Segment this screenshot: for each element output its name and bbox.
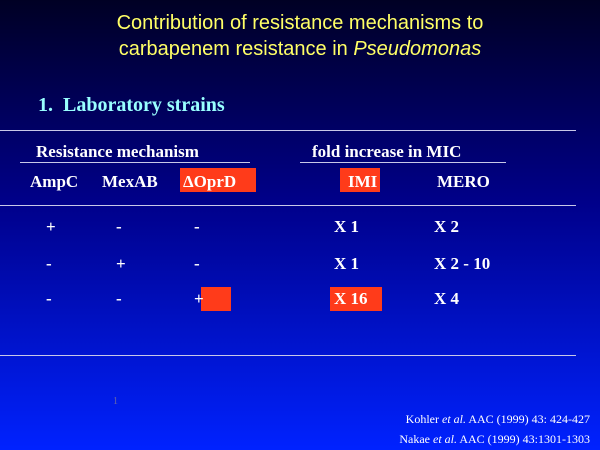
- table-cell: +: [46, 217, 56, 236]
- table-cell: X 1: [334, 217, 360, 236]
- table-cell: -: [46, 254, 52, 273]
- ref-italic: et al.: [442, 412, 466, 426]
- group-header: Resistance mechanism: [36, 142, 199, 161]
- highlight: [330, 287, 382, 311]
- reference: Kohler et al. AAC (1999) 43: 424-427: [406, 412, 590, 427]
- column-header: IMI: [348, 172, 378, 191]
- subtitle: 1. Laboratory strains: [38, 94, 225, 116]
- column-header: AmpC: [30, 172, 79, 191]
- rule: [0, 130, 576, 131]
- rule: [20, 162, 250, 163]
- title-line: carbapenem resistance in Pseudomonas: [0, 38, 600, 61]
- table-cell: -: [116, 217, 122, 236]
- table-cell: X 2: [434, 217, 460, 236]
- rule: [0, 355, 576, 356]
- table-cell: -: [194, 254, 200, 273]
- table-cell: +: [194, 289, 204, 308]
- column-header: MERO: [437, 172, 490, 191]
- column-header: MexAB: [102, 172, 158, 191]
- title-line: Contribution of resistance mechanisms to: [116, 12, 484, 34]
- table-cell: X 4: [434, 289, 460, 308]
- highlight: [180, 168, 256, 192]
- column-header: ΔOprD: [183, 172, 237, 191]
- table-cell: X 2 - 10: [434, 254, 491, 273]
- ref-italic: et al.: [433, 432, 457, 446]
- highlight: [340, 168, 380, 192]
- table-cell: +: [116, 254, 126, 273]
- group-header: fold increase in MIC: [312, 142, 462, 161]
- slide-number: 1: [113, 396, 118, 407]
- table-cell: -: [194, 217, 200, 236]
- table-cell: X 1: [334, 254, 360, 273]
- rule: [300, 162, 506, 163]
- ref-text: AAC (1999) 43:1301-1303: [457, 432, 590, 446]
- reference: Nakae et al. AAC (1999) 43:1301-1303: [399, 432, 590, 447]
- table-cell: -: [46, 289, 52, 308]
- ref-text: Nakae: [399, 432, 433, 446]
- title-italic: Pseudomonas: [353, 38, 482, 60]
- highlight: [201, 287, 231, 311]
- ref-text: Kohler: [405, 412, 442, 426]
- ref-text: AAC (1999) 43: 424-427: [466, 412, 590, 426]
- rule: [0, 205, 576, 206]
- table-cell: -: [116, 289, 122, 308]
- title-text: carbapenem resistance in: [118, 38, 354, 60]
- table-cell: X 16: [334, 289, 368, 308]
